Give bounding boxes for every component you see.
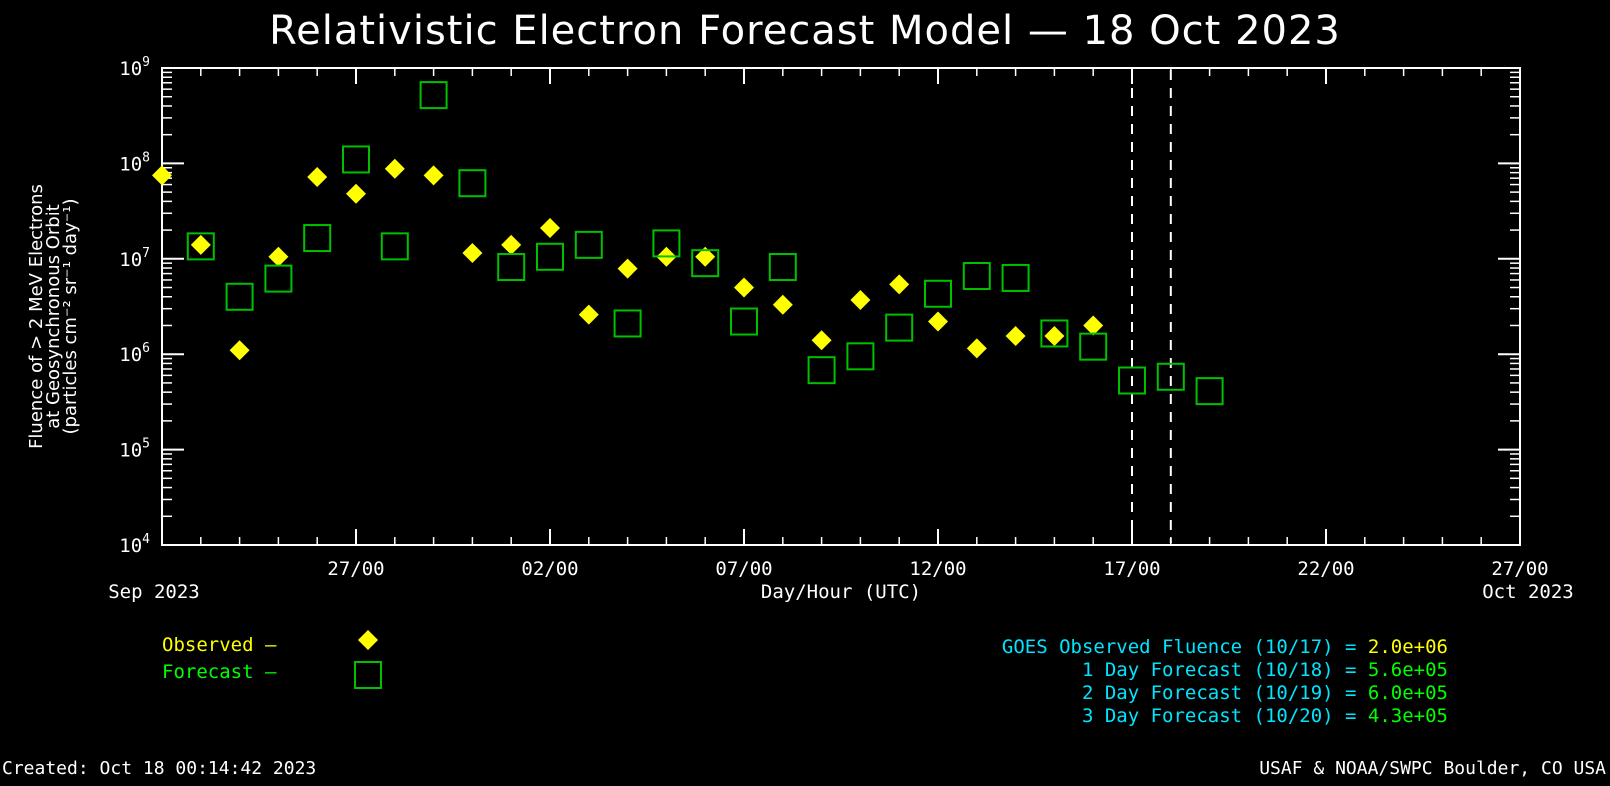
stat-value: 4.3e+05 xyxy=(1367,705,1448,727)
x-start-label: Sep 2023 xyxy=(108,581,200,603)
stat-row: GOES Observed Fluence (10/17) = 2.0e+06 xyxy=(1002,636,1448,659)
stat-row: 2 Day Forecast (10/19) = 6.0e+05 xyxy=(1002,682,1448,705)
forecast-point xyxy=(1040,319,1069,348)
y-tick-label: 106 xyxy=(119,341,150,366)
observed-point xyxy=(190,234,211,255)
observed-point xyxy=(501,234,522,255)
stat-value: 6.0e+05 xyxy=(1367,682,1448,704)
observed-point xyxy=(268,246,289,267)
observed-point xyxy=(578,304,599,325)
x-tick-label: 07/00 xyxy=(715,558,772,580)
forecast-point xyxy=(846,342,875,371)
observed-point xyxy=(1005,326,1026,347)
forecast-point xyxy=(962,262,991,291)
forecast-point xyxy=(691,249,720,278)
stat-value: 2.0e+06 xyxy=(1367,636,1448,658)
forecast-point xyxy=(613,309,642,338)
observed-point xyxy=(695,246,716,267)
forecast-point xyxy=(1118,366,1146,395)
x-tick-label: 27/00 xyxy=(1491,558,1548,580)
y-tick-label: 109 xyxy=(119,55,150,80)
created-timestamp: Created: Oct 18 00:14:42 2023 xyxy=(2,758,317,779)
x-axis-label: Day/Hour (UTC) xyxy=(761,581,921,603)
plot-frame xyxy=(161,67,1521,546)
x-tick-label: 02/00 xyxy=(521,558,578,580)
observed-point xyxy=(423,165,444,186)
forecast-point xyxy=(807,356,836,385)
forecast-point xyxy=(1001,263,1030,292)
forecast-point xyxy=(652,229,681,258)
forecast-point xyxy=(885,313,914,342)
observed-point xyxy=(966,338,987,359)
observed-point xyxy=(384,158,405,179)
observed-point xyxy=(1044,326,1065,347)
forecast-point xyxy=(1079,332,1108,361)
forecast-point xyxy=(419,81,448,110)
observed-point xyxy=(540,218,560,239)
forecast-point xyxy=(1156,362,1185,391)
x-tick-label: 12/00 xyxy=(909,558,966,580)
chart-title: Relativistic Electron Forecast Model — 1… xyxy=(269,8,1341,54)
stat-row: 1 Day Forecast (10/18) = 5.6e+05 xyxy=(1002,659,1448,682)
observed-point xyxy=(772,294,793,315)
forecast-point xyxy=(303,224,332,253)
stat-label: 1 Day Forecast (10/18) = xyxy=(1081,659,1368,681)
forecast-point xyxy=(536,242,564,271)
forecast-stats: GOES Observed Fluence (10/17) = 2.0e+06 1… xyxy=(1002,636,1448,728)
forecast-point xyxy=(458,169,487,198)
forecast-point xyxy=(186,232,215,261)
observed-point xyxy=(152,165,172,186)
observed-point xyxy=(462,243,483,264)
observed-point xyxy=(889,274,910,295)
x-tick-label: 22/00 xyxy=(1297,558,1354,580)
observed-point xyxy=(346,183,366,204)
observed-point xyxy=(229,340,250,361)
y-tick-label: 108 xyxy=(119,150,150,175)
observed-point xyxy=(1083,315,1104,336)
forecast-point xyxy=(924,279,952,308)
stat-label: 2 Day Forecast (10/19) = xyxy=(1081,682,1368,704)
x-tick-label: 17/00 xyxy=(1103,558,1160,580)
y-tick-label: 107 xyxy=(119,246,150,271)
x-end-label: Oct 2023 xyxy=(1482,581,1574,603)
forecast-point xyxy=(380,232,409,261)
forecast-point xyxy=(730,307,758,336)
legend-forecast-marker xyxy=(354,661,382,689)
legend-observed-label: Observed — xyxy=(162,634,277,656)
y-axis-label-line: Fluence of > 2 MeV Electrons xyxy=(26,184,47,449)
forecast-point xyxy=(574,230,603,259)
x-tick-label: 27/00 xyxy=(327,558,384,580)
forecast-point xyxy=(264,264,293,293)
legend-observed-marker xyxy=(358,630,378,650)
forecast-point xyxy=(342,145,370,174)
y-tick-label: 104 xyxy=(119,532,150,557)
observed-point xyxy=(307,167,328,188)
observed-point xyxy=(617,258,638,279)
y-axis-label-line: at Geosynchronous Orbit xyxy=(43,204,64,429)
observed-point xyxy=(928,311,948,332)
stat-label: GOES Observed Fluence (10/17) = xyxy=(1001,636,1368,658)
forecast-point xyxy=(225,282,254,311)
observed-point xyxy=(850,289,871,310)
stat-value: 5.6e+05 xyxy=(1367,659,1448,681)
y-axis-label-line: (particles cm⁻² sr⁻¹ day⁻¹) xyxy=(60,199,81,435)
credit-text: USAF & NOAA/SWPC Boulder, CO USA xyxy=(1259,758,1606,779)
y-tick-label: 105 xyxy=(119,437,150,462)
stat-label: 3 Day Forecast (10/20) = xyxy=(1081,705,1368,727)
forecast-point xyxy=(497,253,526,282)
stat-row: 3 Day Forecast (10/20) = 4.3e+05 xyxy=(1002,705,1448,728)
forecast-point xyxy=(1195,377,1224,406)
observed-point xyxy=(734,277,754,298)
forecast-point xyxy=(768,253,797,282)
legend-forecast-label: Forecast — xyxy=(162,661,277,683)
observed-point xyxy=(811,330,832,351)
